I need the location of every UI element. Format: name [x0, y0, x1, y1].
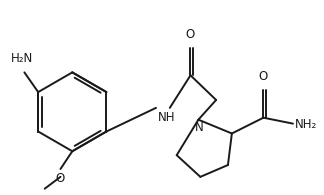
- Text: NH₂: NH₂: [295, 118, 317, 131]
- Text: H₂N: H₂N: [11, 52, 34, 66]
- Text: N: N: [195, 121, 204, 134]
- Text: O: O: [259, 70, 268, 83]
- Text: O: O: [186, 28, 195, 41]
- Text: NH: NH: [158, 111, 176, 124]
- Text: O: O: [56, 172, 65, 185]
